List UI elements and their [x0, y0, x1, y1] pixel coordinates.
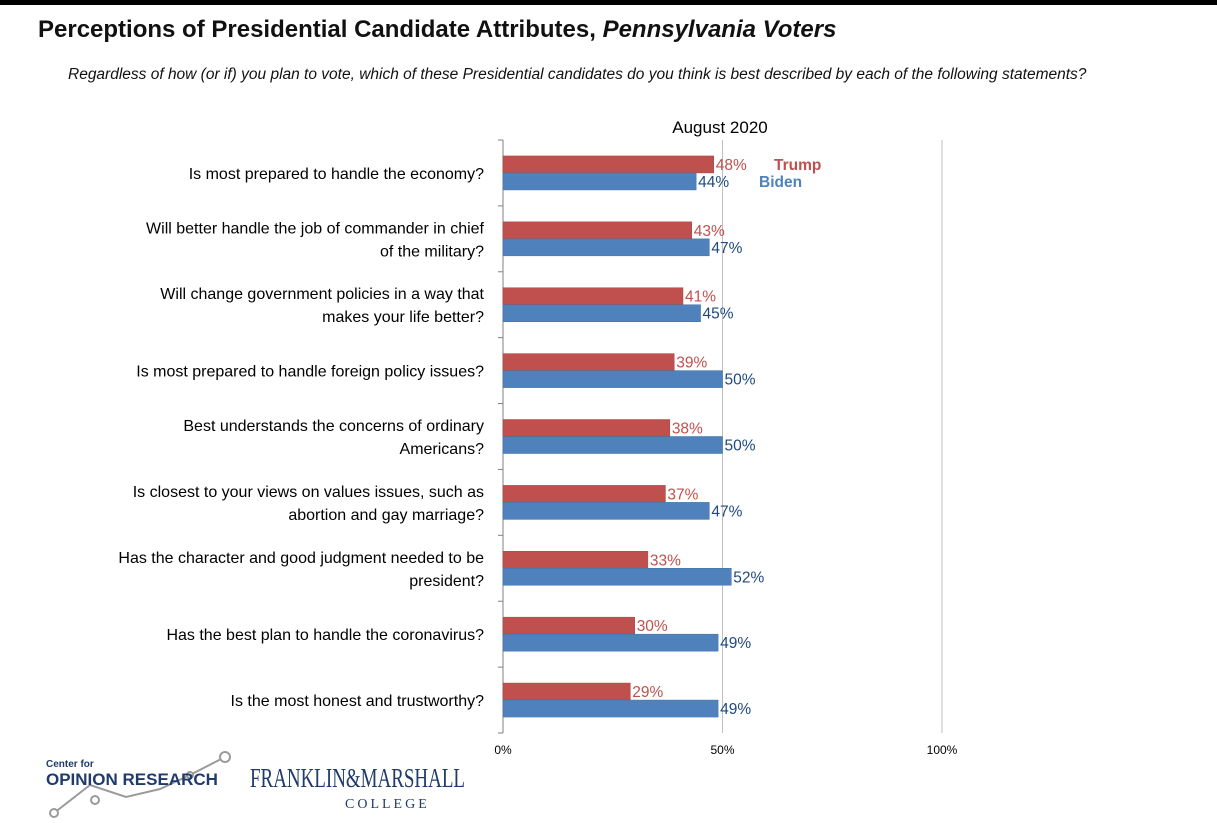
bar-trump — [502, 353, 675, 371]
bar-biden — [502, 172, 697, 191]
bar-trump — [502, 287, 684, 305]
bar-biden — [502, 502, 710, 520]
data-label: 33% — [650, 552, 681, 569]
data-label: 49% — [720, 701, 751, 718]
bar-trump — [502, 616, 635, 635]
category-label: Will better handle the job of commander … — [146, 220, 485, 237]
bar-trump — [502, 551, 649, 569]
category-label: Will change government policies in a way… — [160, 286, 484, 303]
legend-trump: Trump — [774, 157, 821, 174]
data-label: 39% — [676, 355, 707, 372]
fandm-logo: Center for OPINION RESEARCH FRANKLIN&MAR… — [46, 751, 465, 818]
category-label: Is most prepared to handle the economy? — [189, 166, 484, 183]
bar-biden — [502, 568, 732, 586]
data-label: 38% — [672, 421, 703, 438]
data-label: 47% — [711, 240, 742, 257]
data-label: 29% — [632, 684, 663, 701]
title-main: Perceptions of Presidential Candidate At… — [38, 16, 596, 43]
logo-college: COLLEGE — [345, 797, 430, 812]
bar-trump — [502, 419, 671, 437]
bar-biden — [502, 699, 719, 718]
data-label: 44% — [698, 174, 729, 191]
bar-biden — [502, 238, 710, 257]
x-tick-label: 100% — [927, 743, 958, 757]
data-label: 50% — [725, 438, 756, 455]
bar-trump — [502, 155, 714, 174]
category-label: makes your life better? — [322, 309, 484, 326]
logo-franklin-marshall: FRANKLIN&MARSHALL — [250, 763, 465, 793]
bar-biden — [502, 304, 701, 322]
legend-biden: Biden — [759, 174, 802, 191]
data-label: 52% — [733, 569, 764, 586]
logo-network-icon — [49, 751, 231, 818]
category-label: Has the character and good judgment need… — [118, 550, 484, 567]
bar-biden — [502, 436, 723, 454]
category-label: president? — [409, 573, 484, 590]
x-tick-label: 50% — [710, 743, 734, 757]
x-tick-label: 0% — [494, 743, 512, 757]
logo-center-for: Center for — [46, 759, 94, 770]
category-label: abortion and gay marriage? — [288, 507, 484, 524]
category-label: of the military? — [380, 243, 484, 260]
category-label: Has the best plan to handle the coronavi… — [166, 627, 484, 644]
logo-opinion-research: OPINION RESEARCH — [46, 770, 218, 789]
data-label: 30% — [637, 618, 668, 635]
category-label: Is most prepared to handle foreign polic… — [136, 364, 484, 381]
title-italic: Pennsylvania Voters — [602, 16, 837, 43]
data-label: 47% — [711, 503, 742, 520]
bar-trump — [502, 221, 693, 240]
page-title: Perceptions of Presidential Candidate At… — [38, 16, 836, 44]
data-label: 37% — [667, 486, 698, 503]
bar-trump — [502, 682, 631, 701]
data-label: 43% — [694, 223, 725, 240]
data-label: 45% — [703, 306, 734, 323]
top-rule — [0, 0, 1217, 5]
chart-title: August 2020 — [672, 118, 767, 137]
survey-question: Regardless of how (or if) you plan to vo… — [68, 66, 1087, 83]
data-label: 49% — [720, 635, 751, 652]
category-label: Americans? — [400, 441, 485, 458]
bar-biden — [502, 633, 719, 652]
category-label: Best understands the concerns of ordinar… — [183, 418, 484, 435]
bar-biden — [502, 370, 723, 388]
category-label: Is closest to your views on values issue… — [133, 484, 484, 501]
data-label: 48% — [716, 157, 747, 174]
category-label: Is the most honest and trustworthy? — [231, 693, 485, 710]
data-label: 50% — [725, 372, 756, 389]
bar-trump — [502, 485, 666, 503]
data-label: 41% — [685, 289, 716, 306]
